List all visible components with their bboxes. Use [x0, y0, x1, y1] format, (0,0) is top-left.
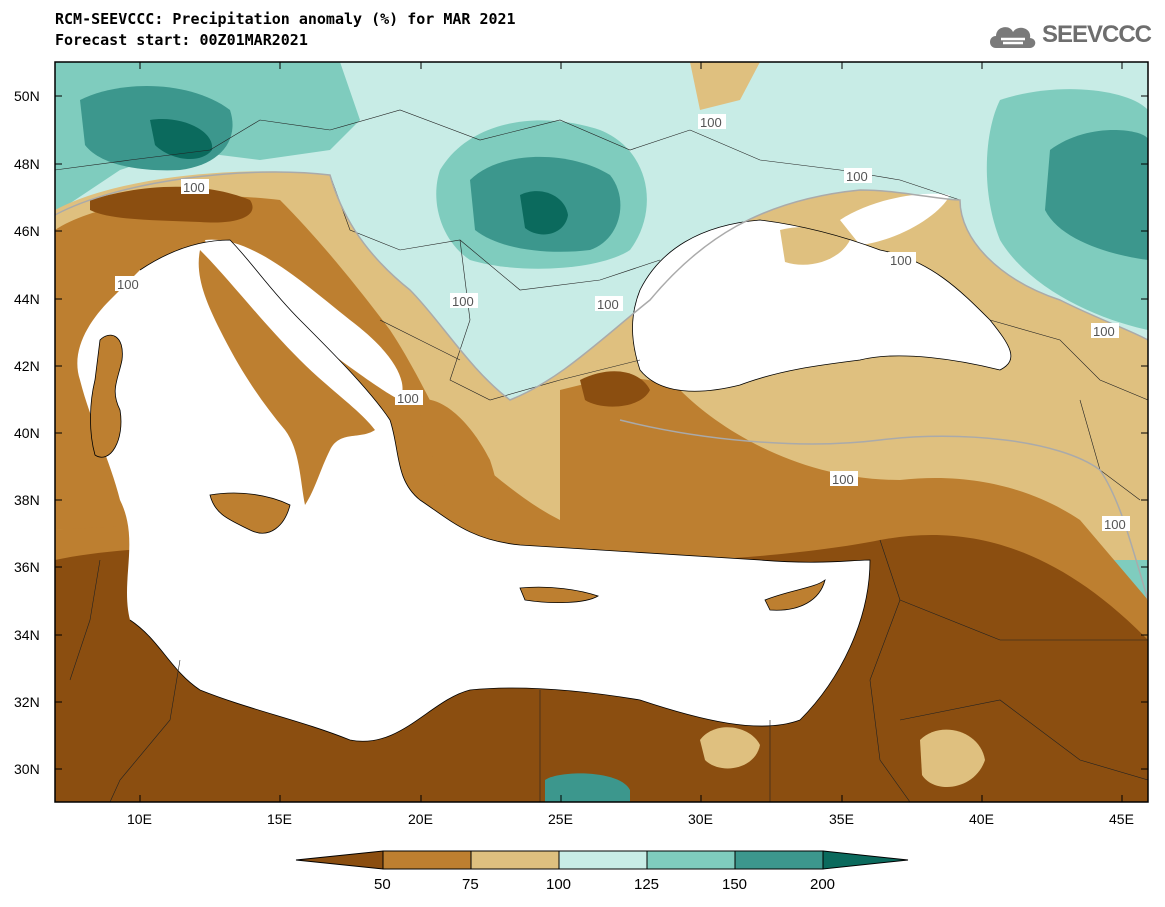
colorbar-swatch-125-150: [646, 850, 736, 870]
lon-tick-label: 15E: [267, 811, 292, 827]
lat-tick-label: 32N: [14, 694, 40, 710]
cloud-logo-icon: [989, 27, 1036, 48]
contour-label: 100: [183, 180, 205, 195]
colorbar-label: 150: [722, 876, 747, 893]
contour-100-line: [55, 171, 1148, 401]
lon-tick-label: 40E: [969, 811, 994, 827]
anomaly-zone-75-100: [920, 729, 985, 787]
peninsula-greece: [420, 399, 499, 535]
contour-label: 100: [890, 253, 912, 268]
colorbar: [295, 850, 909, 870]
longitude-axis: 10E 15E 20E 25E 30E 35E 40E 45E: [127, 62, 1134, 827]
lat-tick-label: 46N: [14, 223, 40, 239]
latitude-axis: 50N 48N 46N 44N 42N 40N 38N 36N 34N 32N …: [14, 88, 1148, 777]
country-borders: [55, 109, 1148, 802]
colorbar-label: 125: [634, 876, 659, 893]
lat-tick-label: 40N: [14, 425, 40, 441]
lat-tick-label: 42N: [14, 358, 40, 374]
black-sea: [632, 220, 1011, 392]
lat-tick-label: 48N: [14, 156, 40, 172]
lon-tick-label: 35E: [829, 811, 854, 827]
anomaly-zone-125-150: [545, 773, 630, 802]
peninsula-italy: [198, 250, 375, 505]
anomaly-zone-under-50: [90, 186, 253, 223]
island-corsica-sardinia: [90, 335, 123, 458]
contour-label: 100: [846, 169, 868, 184]
contour-label: 100: [117, 277, 139, 292]
contour-100-line: [619, 419, 1148, 601]
adriatic-sea: [205, 239, 403, 400]
island-sicily: [210, 493, 290, 534]
map-title: RCM-SEEVCCC: Precipitation anomaly (%) f…: [55, 10, 516, 28]
lon-tick-label: 30E: [688, 811, 713, 827]
colorbar-labels: 50 75 100 125 150 200: [374, 876, 835, 893]
contour-labels: 100 100 100 100 100 100 100 100 100 100 …: [115, 114, 1130, 532]
contour-label: 100: [1104, 517, 1126, 532]
sea-of-azov: [840, 193, 950, 245]
contour-label: 100: [397, 391, 419, 406]
lat-tick-label: 38N: [14, 492, 40, 508]
anomaly-zone-75-100: [700, 727, 760, 769]
colorbar-swatch-over-200: [822, 850, 909, 870]
colorbar-swatch-75-100: [470, 850, 560, 870]
colorbar-swatch-100-125: [558, 850, 648, 870]
colorbar-swatch-under-50: [295, 850, 384, 870]
logo-text: SEEVCCC: [1041, 21, 1152, 48]
lat-tick-label: 36N: [14, 559, 40, 575]
lon-tick-label: 10E: [127, 811, 152, 827]
lat-tick-label: 44N: [14, 291, 40, 307]
colorbar-label: 75: [462, 876, 479, 893]
map-field: 100 100 100 100 100 100 100 100 100 100 …: [55, 62, 1148, 802]
colorbar-swatch-150-200: [734, 850, 824, 870]
contour-label: 100: [700, 115, 722, 130]
anomaly-zone-under-50: [580, 371, 650, 407]
coastlines: [90, 219, 1012, 742]
contour-label: 100: [832, 472, 854, 487]
lat-tick-label: 34N: [14, 627, 40, 643]
colorbar-swatch-50-75: [382, 850, 472, 870]
lon-tick-label: 45E: [1109, 811, 1134, 827]
peninsula-crimea: [780, 227, 850, 265]
contour-label: 100: [1093, 324, 1115, 339]
anomaly-zone-over-200: [520, 191, 568, 235]
lat-tick-label: 50N: [14, 88, 40, 104]
colorbar-label: 50: [374, 876, 391, 893]
colorbar-label: 200: [810, 876, 835, 893]
anomaly-zone-75-100: [690, 62, 760, 110]
island-cyprus: [765, 580, 825, 611]
contour-label: 100: [452, 294, 474, 309]
lon-tick-label: 20E: [408, 811, 433, 827]
map-frame: [54, 61, 1149, 803]
seevccc-logo: SEEVCCC: [986, 18, 1152, 52]
contour-label: 100: [597, 297, 619, 312]
lat-tick-label: 30N: [14, 761, 40, 777]
anomaly-zone-150-200: [1045, 130, 1148, 260]
anomaly-zone-over-200: [150, 119, 213, 160]
forecast-start-subtitle: Forecast start: 00Z01MAR2021: [55, 31, 308, 49]
colorbar-label: 100: [546, 876, 571, 893]
lon-tick-label: 25E: [548, 811, 573, 827]
